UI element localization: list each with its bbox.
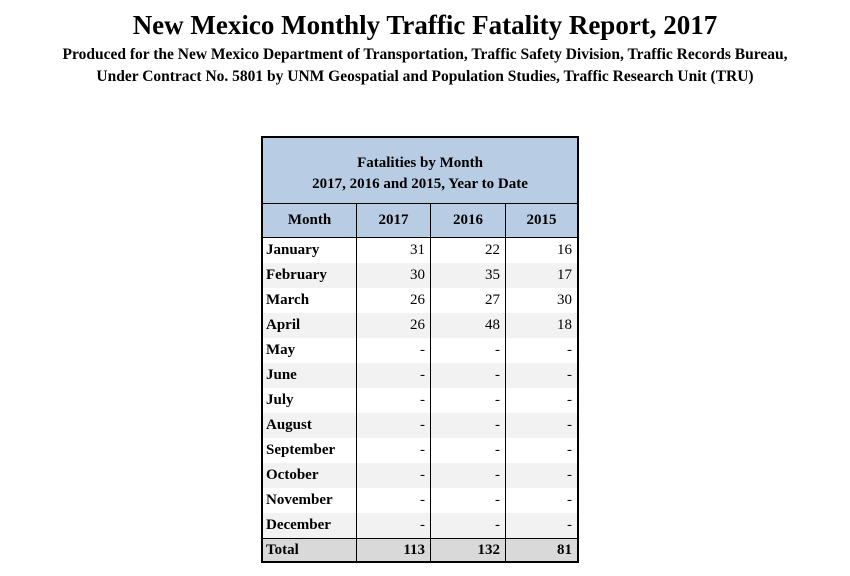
value-2016-cell: 27 xyxy=(431,288,506,313)
month-cell: August xyxy=(263,413,357,438)
report-title: New Mexico Monthly Traffic Fatality Repo… xyxy=(132,10,718,40)
value-2016-cell: - xyxy=(431,463,506,488)
value-2015-cell: 18 xyxy=(557,317,572,333)
table-row: July - - - xyxy=(263,388,577,413)
value-2017-cell: - xyxy=(357,488,431,513)
table-heading-line-2: 2017, 2016 and 2015, Year to Date xyxy=(312,176,528,192)
value-2017-cell: - xyxy=(357,413,431,438)
month-cell: April xyxy=(263,313,357,338)
value-2016-cell: - xyxy=(431,513,506,538)
table-body: January 31 22 16 February 30 35 17 March 26 27 30 Ap… xyxy=(263,238,577,538)
value-2016-cell: - xyxy=(431,438,506,463)
table-row: June - - - xyxy=(263,363,577,388)
value-2017-cell: 26 xyxy=(357,288,431,313)
value-2016-cell: - xyxy=(431,488,506,513)
value-2017-cell: 26 xyxy=(357,313,431,338)
column-header-2015: 2015 xyxy=(526,212,557,228)
month-cell: May xyxy=(263,338,357,363)
value-2016-cell: 22 xyxy=(431,238,506,263)
column-header-row: Month 2017 2016 2015 xyxy=(263,204,577,238)
month-cell: June xyxy=(263,363,357,388)
report-subtitle-line-2: Under Contract No. 5801 by UNM Geospatia… xyxy=(96,68,754,85)
value-2017-cell: - xyxy=(357,438,431,463)
month-cell: March xyxy=(263,288,357,313)
value-2015-cell: - xyxy=(567,417,572,433)
value-2016-cell: - xyxy=(431,388,506,413)
report-subtitle-line-1: Produced for the New Mexico Department o… xyxy=(62,46,788,63)
table-row: October - - - xyxy=(263,463,577,488)
table-row: May - - - xyxy=(263,338,577,363)
total-2016: 132 xyxy=(431,539,506,561)
month-cell: December xyxy=(263,513,357,538)
fatalities-table: Fatalities by Month 2017, 2016 and 2015,… xyxy=(261,136,579,563)
value-2017-cell: 30 xyxy=(357,263,431,288)
value-2015-cell: - xyxy=(567,442,572,458)
table-row: January 31 22 16 xyxy=(263,238,577,263)
table-row: March 26 27 30 xyxy=(263,288,577,313)
month-cell: November xyxy=(263,488,357,513)
value-2016-cell: - xyxy=(431,338,506,363)
month-cell: October xyxy=(263,463,357,488)
total-2015: 81 xyxy=(557,541,572,558)
month-cell: January xyxy=(263,238,357,263)
value-2015-cell: - xyxy=(567,492,572,508)
value-2017-cell: - xyxy=(357,338,431,363)
month-cell: July xyxy=(263,388,357,413)
value-2015-cell: - xyxy=(567,367,572,383)
column-header-2017: 2017 xyxy=(357,204,431,237)
table-row: April 26 48 18 xyxy=(263,313,577,338)
value-2017-cell: - xyxy=(357,463,431,488)
total-2017: 113 xyxy=(357,539,431,561)
value-2016-cell: - xyxy=(431,363,506,388)
table-row: September - - - xyxy=(263,438,577,463)
value-2015-cell: 17 xyxy=(557,267,572,283)
table-row: December - - - xyxy=(263,513,577,538)
column-header-month: Month xyxy=(263,204,357,237)
value-2017-cell: - xyxy=(357,388,431,413)
value-2015-cell: - xyxy=(567,392,572,408)
table-row: August - - - xyxy=(263,413,577,438)
value-2015-cell: - xyxy=(567,467,572,483)
value-2016-cell: 35 xyxy=(431,263,506,288)
month-cell: September xyxy=(263,438,357,463)
total-label: Total xyxy=(263,539,357,561)
value-2015-cell: - xyxy=(567,342,572,358)
value-2016-cell: 48 xyxy=(431,313,506,338)
value-2015-cell: 16 xyxy=(557,242,572,258)
value-2016-cell: - xyxy=(431,413,506,438)
value-2017-cell: - xyxy=(357,513,431,538)
month-cell: February xyxy=(263,263,357,288)
total-row: Total 113 132 81 xyxy=(263,538,577,561)
value-2015-cell: 30 xyxy=(557,292,572,308)
column-header-2016: 2016 xyxy=(431,204,506,237)
table-row: November - - - xyxy=(263,488,577,513)
value-2015-cell: - xyxy=(567,517,572,533)
value-2017-cell: - xyxy=(357,363,431,388)
value-2017-cell: 31 xyxy=(357,238,431,263)
table-heading: Fatalities by Month 2017, 2016 and 2015,… xyxy=(263,138,577,204)
table-row: February 30 35 17 xyxy=(263,263,577,288)
table-heading-line-1: Fatalities by Month xyxy=(357,155,483,171)
